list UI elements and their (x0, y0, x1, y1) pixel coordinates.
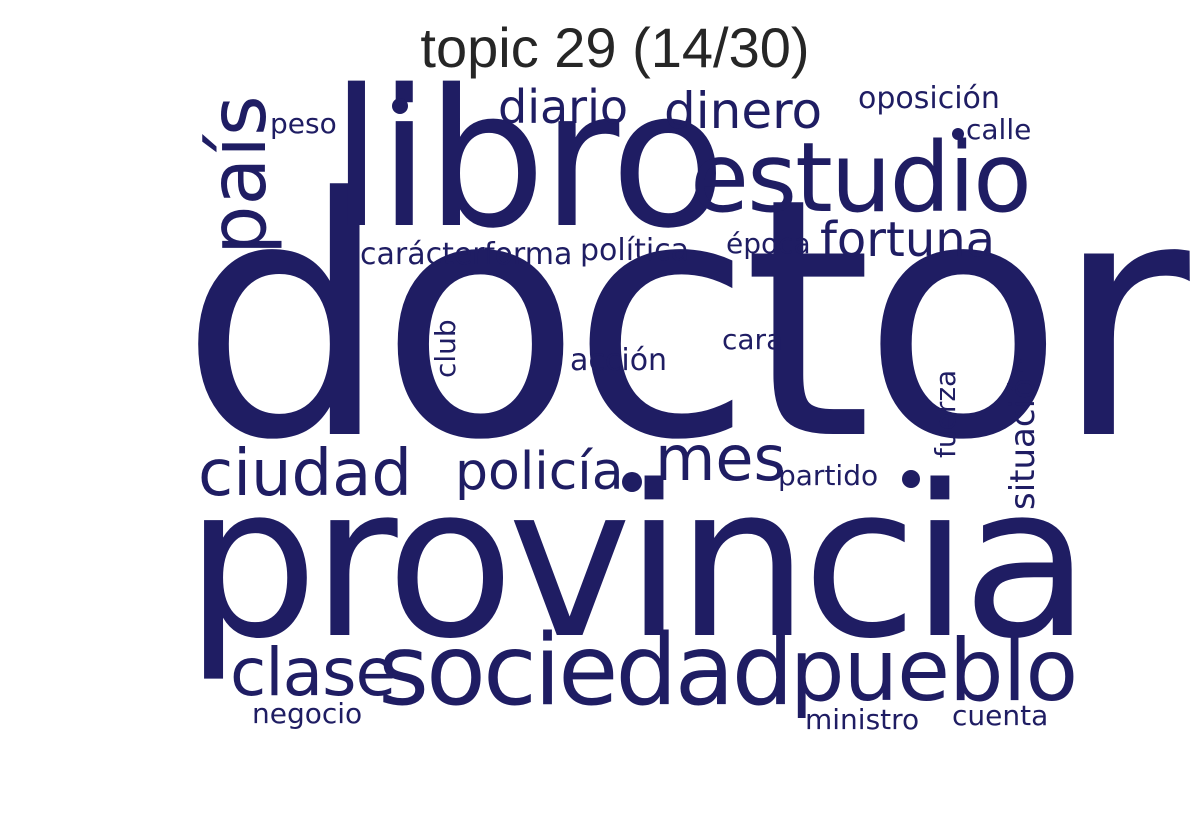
word-estudio: estudio (690, 122, 1032, 234)
word-pais: país (194, 95, 284, 255)
word-fortuna: fortuna (820, 212, 996, 268)
word-calle: calle (966, 113, 1032, 146)
word-ciudad: ciudad (198, 437, 412, 511)
word-doctor: doctor (180, 128, 1190, 512)
word-mes: mes (655, 422, 786, 495)
word-diario: diario (498, 80, 629, 134)
word-club: club (429, 319, 462, 378)
word-negocio: negocio (252, 697, 363, 730)
word-oposicion: oposición (858, 81, 1000, 116)
word-accion: acción (570, 343, 668, 378)
chart-title: topic 29 (14/30) (420, 16, 810, 79)
word-clase: clase (230, 634, 396, 711)
word-provincia: provincia (185, 440, 1091, 685)
word-epoca: época (726, 227, 811, 260)
dot-mark (392, 98, 408, 114)
word-caracter: carácter (360, 237, 485, 272)
word-politica: política (580, 233, 690, 268)
word-sociedad: sociedad (378, 614, 794, 728)
word-partido: partido (778, 459, 879, 492)
dot-mark (622, 472, 642, 492)
word-dinero: dinero (664, 82, 823, 140)
word-ministro: ministro (805, 703, 920, 736)
word-libro: libro (330, 49, 726, 270)
word-forma: forma (484, 237, 573, 272)
word-situacion: situación (1003, 356, 1043, 510)
word-cara: cara (722, 323, 784, 356)
word-cuenta: cuenta (952, 699, 1049, 732)
word-fuerza: fuerza (929, 369, 962, 458)
dot-mark (952, 128, 964, 140)
word-peso: peso (270, 107, 337, 140)
dot-mark (902, 470, 920, 488)
word-pueblo: pueblo (790, 621, 1078, 721)
word-policia: policía (455, 442, 624, 502)
